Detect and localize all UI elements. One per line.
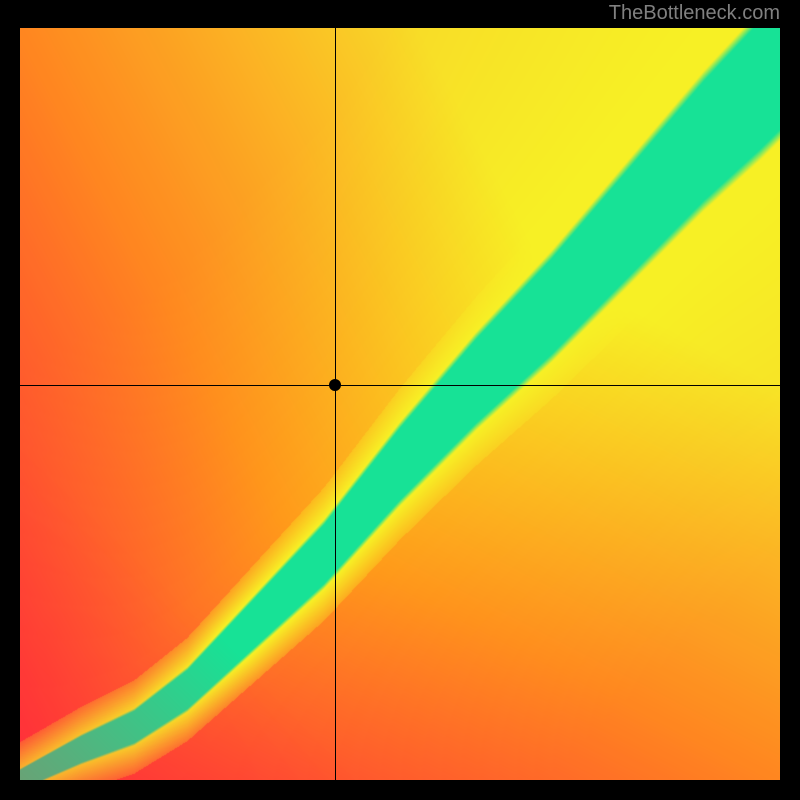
chart-area [18,26,782,782]
watermark: TheBottleneck.com [0,0,800,26]
heatmap-canvas [20,28,780,780]
